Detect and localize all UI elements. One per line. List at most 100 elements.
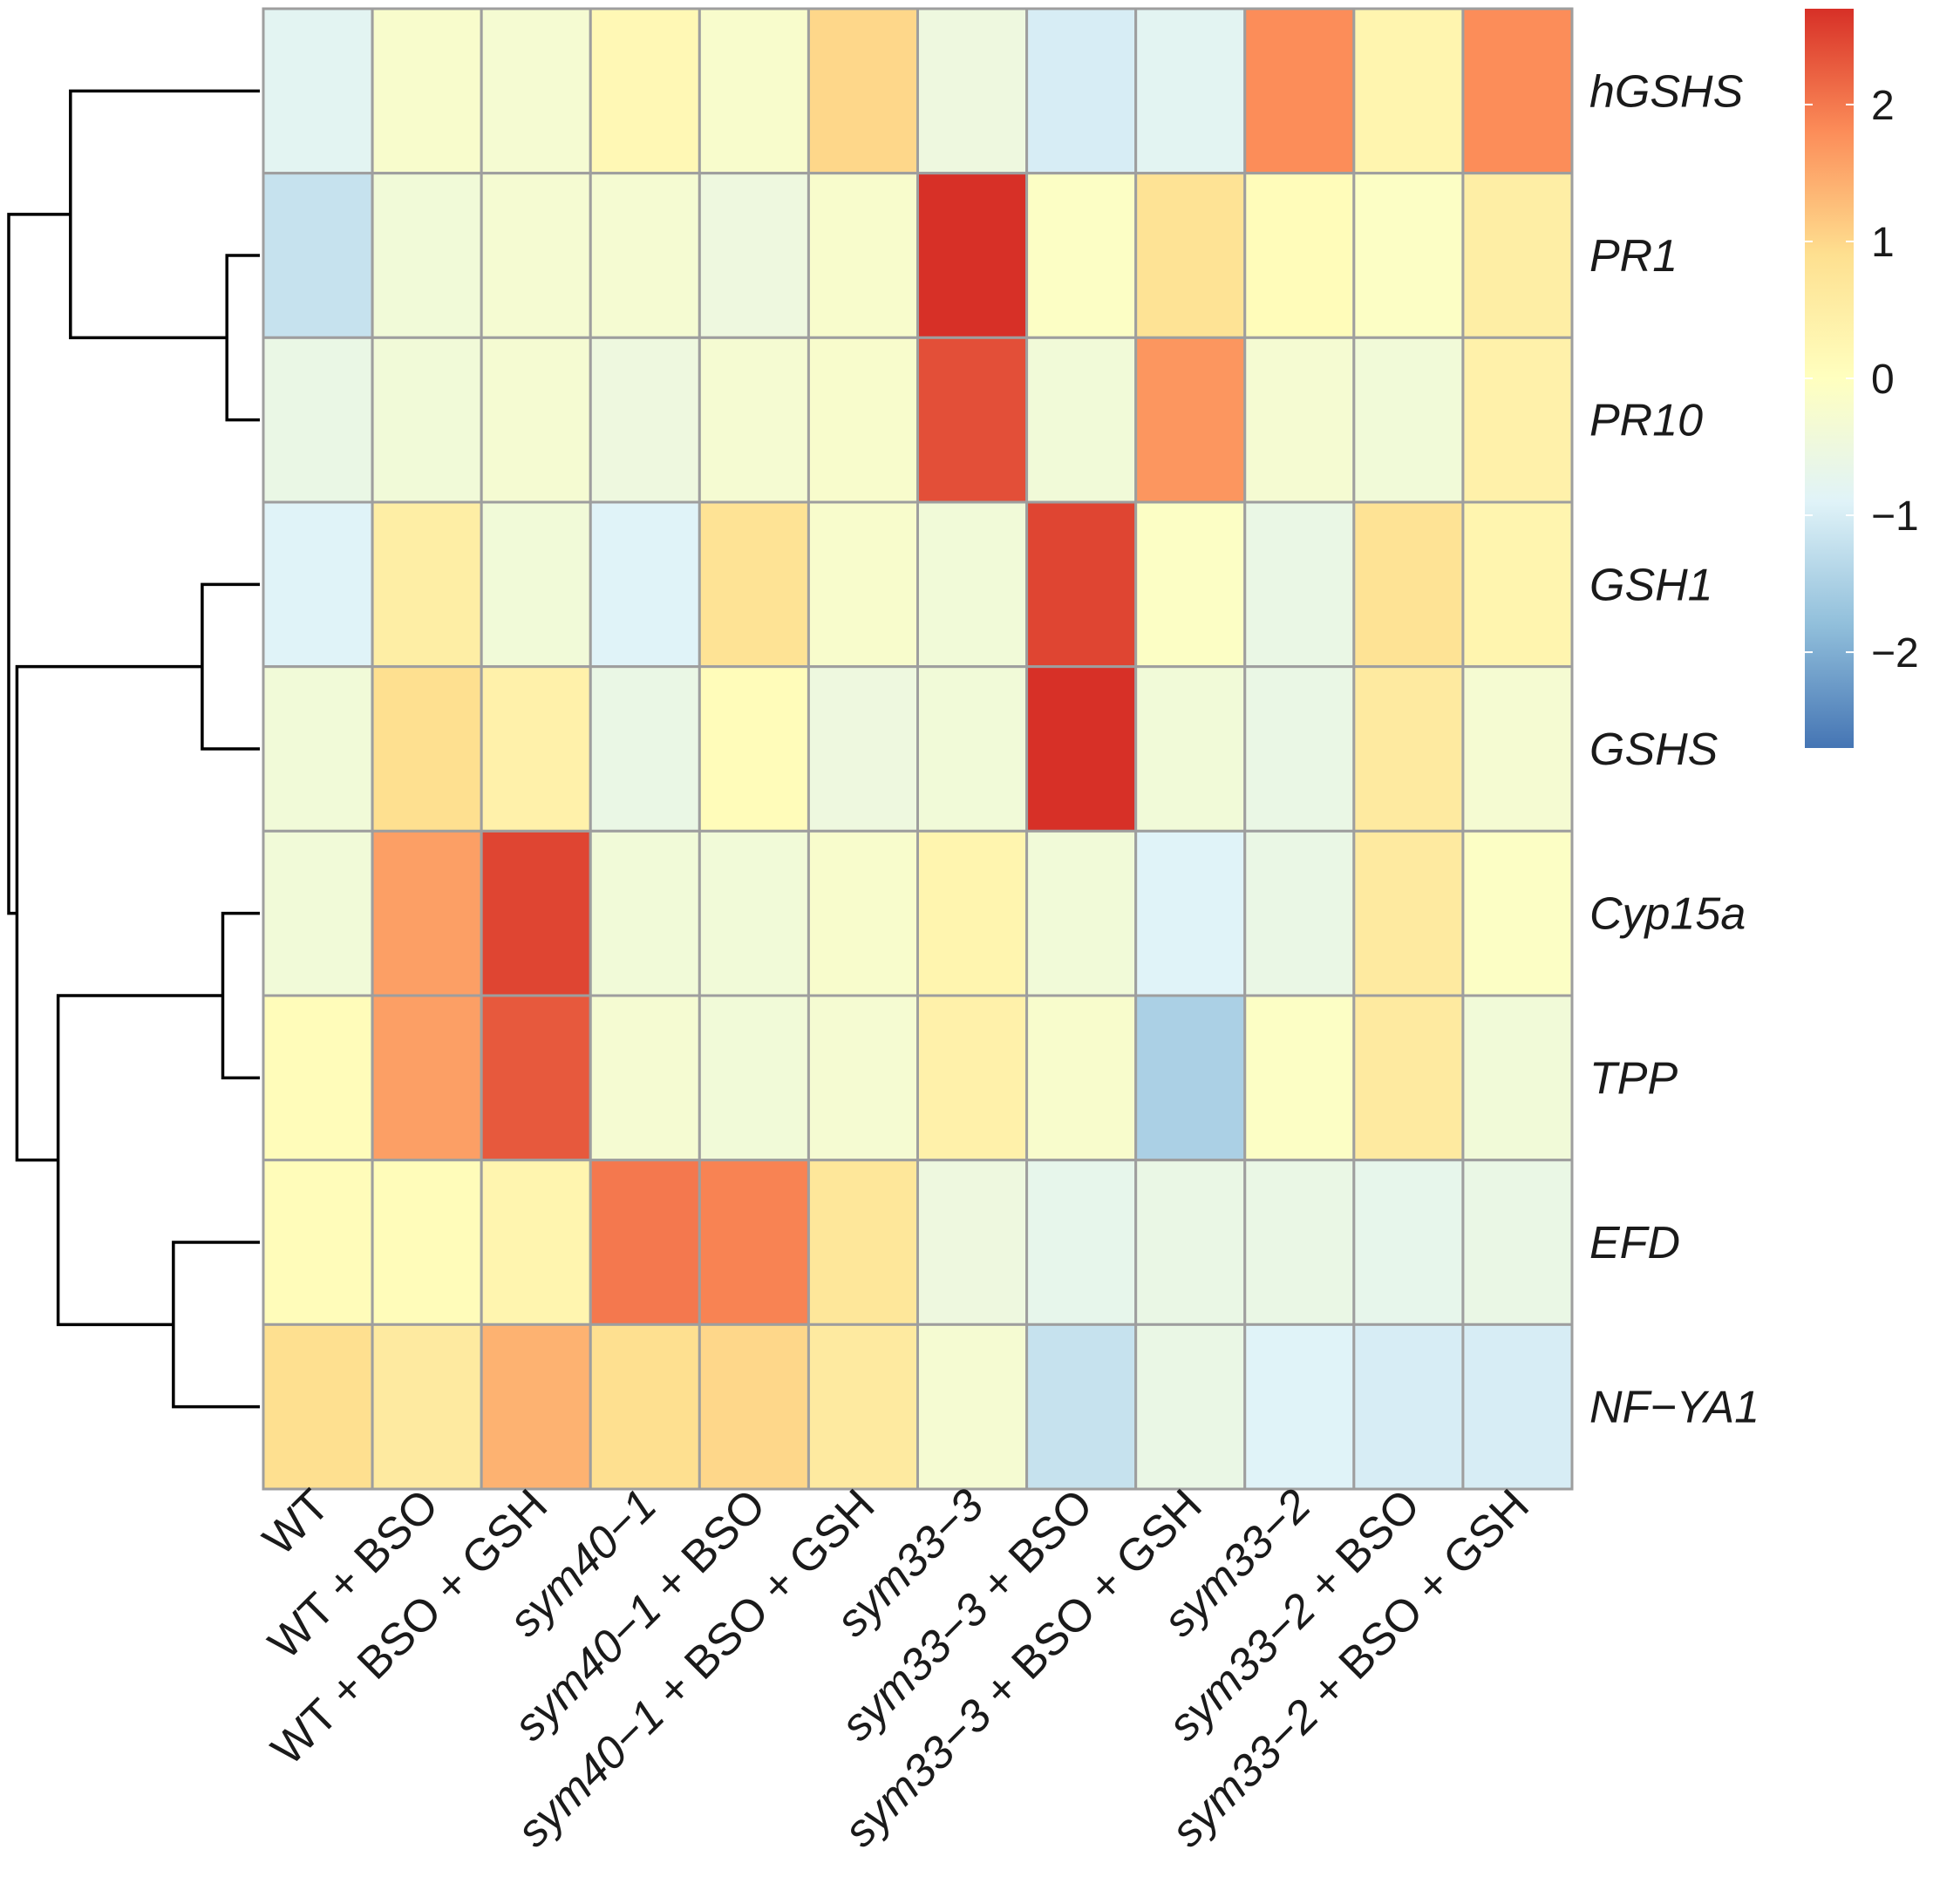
heatmap-cell [371, 172, 483, 339]
legend-tick-label: −2 [1871, 630, 1919, 677]
heatmap-cell [916, 1323, 1029, 1491]
heatmap-cell [1134, 336, 1247, 504]
heatmap-cell [1134, 172, 1247, 339]
heatmap-cell [371, 1323, 483, 1491]
heatmap-cell [807, 336, 920, 504]
heatmap-cell [1352, 994, 1465, 1162]
heatmap-cell [807, 172, 920, 339]
heatmap-cell [262, 172, 374, 339]
heatmap-cell [589, 500, 701, 669]
heatmap-cell [1243, 172, 1356, 339]
heatmap-cell [589, 1323, 701, 1491]
heatmap-cell [698, 994, 810, 1162]
heatmap-cell [1461, 1159, 1574, 1326]
heatmap-cell [371, 7, 483, 175]
heatmap-cell [1352, 336, 1465, 504]
heatmap-cell [916, 665, 1029, 833]
heatmap-cell [1134, 7, 1247, 175]
heatmap-cell [1025, 7, 1138, 175]
heatmap-cell [807, 7, 920, 175]
heatmap-cell [1025, 500, 1138, 669]
heatmap-cell [1134, 829, 1247, 997]
heatmap-cell [698, 500, 810, 669]
heatmap-cell [589, 829, 701, 997]
heatmap-cell [1461, 994, 1574, 1162]
heatmap-cell [698, 1159, 810, 1326]
heatmap-cell [1461, 172, 1574, 339]
heatmap-cell [1461, 665, 1574, 833]
heatmap-cell [589, 172, 701, 339]
heatmap-cell [1352, 1159, 1465, 1326]
heatmap-cell [589, 336, 701, 504]
heatmap-cell [262, 994, 374, 1162]
heatmap-cell [589, 665, 701, 833]
heatmap-cell [1025, 994, 1138, 1162]
heatmap-cells [262, 7, 1574, 1491]
heatmap-cell [1025, 1159, 1138, 1326]
heatmap-cell [1461, 829, 1574, 997]
heatmap-cell [262, 1159, 374, 1326]
heatmap-cell [1243, 994, 1356, 1162]
row-dendrogram [7, 89, 260, 1409]
heatmap-cell [1134, 1159, 1247, 1326]
row-labels: hGSHS PR1 PR10 GSH1 GSHS Cyp15a TPP EFD NF−YA1 [1589, 66, 1759, 1432]
heatmap-cell [1243, 1323, 1356, 1491]
heatmap-cell [480, 1159, 592, 1326]
heatmap-cell [262, 665, 374, 833]
heatmap-cell [916, 336, 1029, 504]
heatmap-cell [1243, 1159, 1356, 1326]
dendrogram-branch [69, 89, 260, 340]
heatmap-cell [1243, 336, 1356, 504]
row-label: GSHS [1589, 724, 1719, 775]
heatmap-cell [1243, 500, 1356, 669]
row-label: GSH1 [1589, 560, 1713, 610]
dendrogram-branch [221, 911, 260, 1080]
row-label: TPP [1589, 1053, 1678, 1104]
heatmap-cell [916, 1159, 1029, 1326]
legend-tick-label: 1 [1871, 220, 1895, 266]
heatmap-cell [480, 336, 592, 504]
heatmap-cell [371, 994, 483, 1162]
heatmap-cell [1352, 829, 1465, 997]
heatmap-cell [698, 665, 810, 833]
column-label-part: WT [254, 1479, 339, 1565]
row-label: PR1 [1589, 231, 1678, 282]
heatmap-cell [698, 7, 810, 175]
heatmap-cell [371, 500, 483, 669]
heatmap-cell [262, 500, 374, 669]
heatmap-cell [1134, 994, 1247, 1162]
heatmap-cell [1352, 7, 1465, 175]
heatmap-cell [1461, 7, 1574, 175]
heatmap-cell [262, 1323, 374, 1491]
heatmap-cell [916, 7, 1029, 175]
heatmap-cell [1243, 665, 1356, 833]
dendrogram-branch [201, 582, 260, 751]
heatmap-cell [1243, 829, 1356, 997]
heatmap-cell [480, 665, 592, 833]
row-label: Cyp15a [1589, 889, 1746, 940]
heatmap-cell [1352, 665, 1465, 833]
heatmap-cell [1352, 1323, 1465, 1491]
heatmap-cell [916, 500, 1029, 669]
dendrogram-branch [15, 664, 202, 1162]
heatmap-cell [1243, 7, 1356, 175]
heatmap-cell [480, 7, 592, 175]
column-label: WT [254, 1479, 339, 1565]
row-label: PR10 [1589, 396, 1703, 446]
heatmap-cell [807, 1159, 920, 1326]
row-label: NF−YA1 [1589, 1383, 1759, 1433]
heatmap-cell [807, 665, 920, 833]
heatmap-cell [698, 1323, 810, 1491]
heatmap-cell [807, 1323, 920, 1491]
heatmap-cell [1025, 172, 1138, 339]
heatmap-cell [1352, 172, 1465, 339]
legend-tick-label: 0 [1871, 357, 1895, 403]
heatmap-cell [807, 829, 920, 997]
heatmap-cell [698, 829, 810, 997]
heatmap-cell [371, 829, 483, 997]
dendrogram-branch [56, 994, 223, 1327]
heatmap-cell [916, 994, 1029, 1162]
dendrogram-branch [225, 254, 260, 422]
heatmap-cell [371, 665, 483, 833]
